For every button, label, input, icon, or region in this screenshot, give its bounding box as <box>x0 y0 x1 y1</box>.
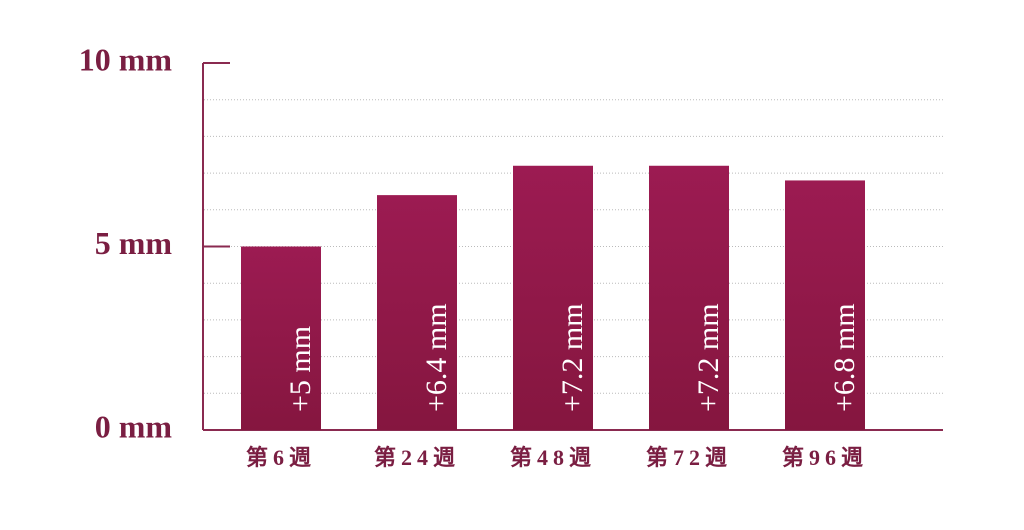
bar <box>377 195 457 430</box>
value-label: +6.4 mm <box>420 303 453 412</box>
value-label: +7.2 mm <box>692 303 725 412</box>
x-tick-label: 第24週 <box>374 445 460 470</box>
y-tick-label: 0 mm <box>95 408 173 444</box>
value-label: +5 mm <box>284 326 317 412</box>
x-tick-label: 第48週 <box>510 445 596 470</box>
y-tick-label: 10 mm <box>79 41 173 77</box>
y-tick-label: 5 mm <box>95 225 173 261</box>
bar <box>513 165 593 430</box>
bar <box>649 165 729 430</box>
value-label: +6.8 mm <box>828 303 861 412</box>
x-tick-label: 第6週 <box>246 445 316 470</box>
bar <box>241 246 321 430</box>
x-tick-label: 第96週 <box>782 445 868 470</box>
bar <box>785 180 865 430</box>
value-label: +7.2 mm <box>556 303 589 412</box>
x-tick-label: 第72週 <box>646 445 732 470</box>
